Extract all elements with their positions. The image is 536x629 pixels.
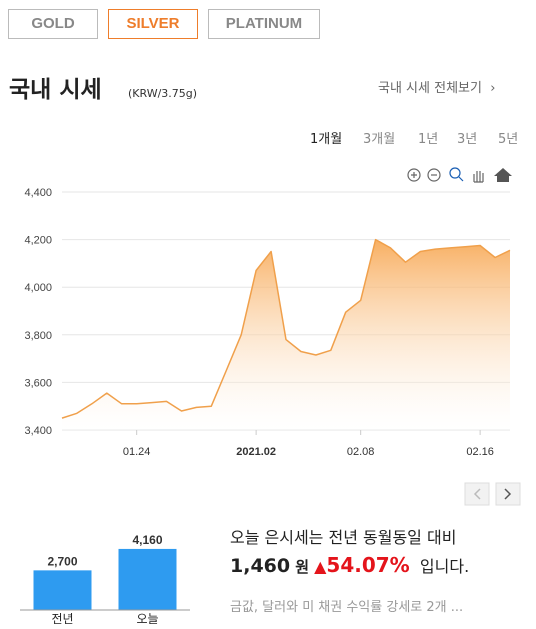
zoom[interactable]: [449, 167, 464, 182]
y-tick-label: 3,400: [24, 425, 52, 437]
zoom-in[interactable]: [407, 168, 421, 182]
period[interactable]: 1개월: [310, 132, 343, 147]
unit: (KRW/3.75g): [128, 87, 198, 100]
y-tick-label: 3,800: [24, 330, 52, 342]
x-tick-label: 01.24: [123, 446, 151, 458]
reset[interactable]: [494, 168, 512, 182]
pan[interactable]: [473, 171, 484, 183]
diff: 1,460: [230, 555, 291, 577]
prev[interactable]: [464, 482, 490, 506]
news[interactable]: 금값, 달러와 미 채권 수익률 강세로 2개 ...: [230, 600, 464, 615]
tab[interactable]: SILVER: [108, 9, 198, 39]
percent: 54.07%: [326, 553, 410, 577]
title: 국내 시세: [9, 77, 102, 103]
currency: 원: [295, 558, 310, 576]
period[interactable]: 3개월: [363, 132, 396, 147]
next-icon: [504, 488, 512, 500]
prev-icon: [473, 488, 481, 500]
x-tick-label: 02.16: [466, 446, 494, 458]
more-link[interactable]: 국내 시세 전체보기 ›: [378, 77, 495, 96]
tab[interactable]: PLATINUM: [208, 9, 320, 39]
y-tick-label: 4,000: [24, 282, 52, 294]
zoom-out[interactable]: [427, 168, 441, 182]
y-tick-label: 4,400: [24, 187, 52, 199]
y-tick-label: 3,600: [24, 377, 52, 389]
tab[interactable]: GOLD: [8, 9, 98, 39]
bar: [118, 548, 177, 610]
area: [62, 239, 510, 430]
ending: 입니다.: [419, 557, 470, 576]
period[interactable]: 1년: [418, 132, 439, 147]
bar: [33, 570, 92, 610]
summary-text: 오늘 은시세는 전년 동월동일 대비: [230, 528, 457, 547]
next[interactable]: [495, 482, 521, 506]
value-label: 4,160: [132, 533, 162, 547]
arrow: ▲: [314, 557, 327, 576]
x-tick-label: 2021.02: [236, 446, 276, 458]
x-tick-label: 전년: [51, 612, 73, 626]
line: [61, 238, 511, 419]
y-tick-label: 4,200: [24, 235, 52, 247]
x-tick-label: 02.08: [347, 446, 375, 458]
more-text: 국내 시세 전체보기: [378, 81, 482, 96]
chevron: ›: [490, 81, 496, 96]
toolbar: [407, 167, 512, 183]
period[interactable]: 3년: [457, 132, 478, 147]
nav: [464, 482, 521, 506]
value-label: 2,700: [47, 554, 77, 568]
period[interactable]: 5년: [498, 132, 519, 147]
summary-line: 1,460 원 ▲54.07% 입니다.: [230, 553, 469, 577]
x-tick-label: 오늘: [136, 612, 158, 626]
